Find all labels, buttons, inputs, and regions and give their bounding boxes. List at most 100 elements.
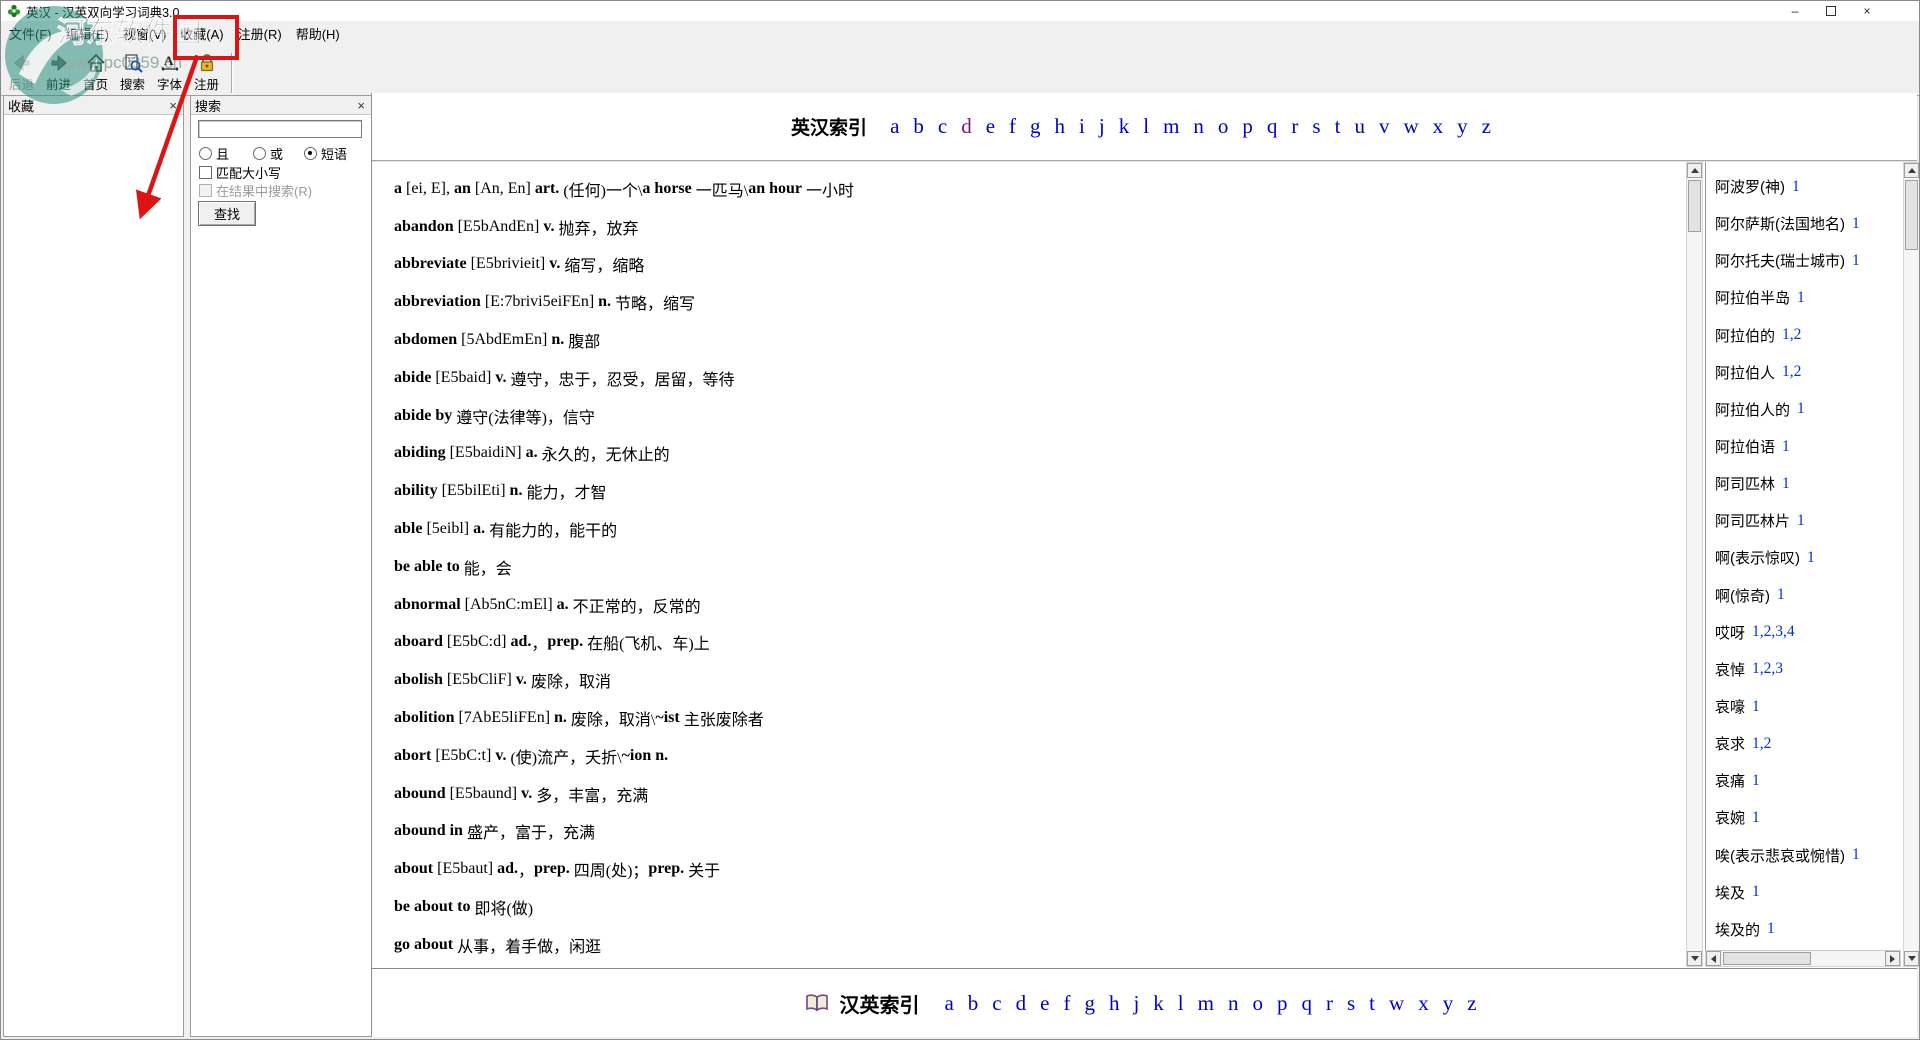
english-index-letter-z[interactable]: z <box>1481 114 1491 138</box>
word-ref-link[interactable]: 1 <box>1852 846 1860 864</box>
word-ref-link[interactable]: 1 <box>1797 511 1805 529</box>
entries-scrollbar-thumb[interactable] <box>1688 180 1701 232</box>
word-ref-link[interactable]: 1 <box>1752 697 1760 715</box>
word-ref-link[interactable]: 2 <box>1763 660 1772 678</box>
english-index-letter-p[interactable]: p <box>1242 114 1253 138</box>
chinese-index-letter-b[interactable]: b <box>967 990 979 1015</box>
word-ref-link[interactable]: 1 <box>1777 586 1785 604</box>
chinese-index-letter-s[interactable]: s <box>1346 990 1356 1015</box>
chinese-index-letter-k[interactable]: k <box>1153 990 1164 1015</box>
word-list-scroll-up-button[interactable] <box>1904 163 1919 178</box>
word-ref-link[interactable]: 2 <box>1763 623 1772 641</box>
word-ref-link[interactable]: 4 <box>1786 623 1795 641</box>
word-ref-link[interactable]: 1 <box>1782 474 1790 492</box>
entries-scrollbar[interactable] <box>1686 162 1703 967</box>
chinese-index-letter-p[interactable]: p <box>1276 990 1288 1015</box>
word-ref-link[interactable]: 1 <box>1752 660 1760 678</box>
word-list-scroll-down-button[interactable] <box>1904 951 1919 966</box>
english-index-letter-h[interactable]: h <box>1054 114 1066 138</box>
menu-item-file[interactable]: 文件(F) <box>9 26 52 42</box>
english-index-letter-q[interactable]: q <box>1266 114 1278 138</box>
english-index-letter-y[interactable]: y <box>1457 114 1468 138</box>
english-index-letter-d[interactable]: d <box>961 114 972 138</box>
english-index-letter-r[interactable]: r <box>1291 114 1299 138</box>
chinese-index-letter-j[interactable]: j <box>1133 990 1140 1015</box>
favorites-close-icon[interactable]: × <box>169 97 177 113</box>
english-index-letter-s[interactable]: s <box>1312 114 1321 138</box>
chinese-index-letter-e[interactable]: e <box>1040 990 1050 1015</box>
radio-and[interactable]: 且 <box>199 144 229 163</box>
chinese-index-letter-g[interactable]: g <box>1084 990 1095 1015</box>
english-index-letter-v[interactable]: v <box>1378 114 1390 138</box>
word-ref-link[interactable]: 1 <box>1807 548 1815 566</box>
english-index-letter-b[interactable]: b <box>913 114 924 138</box>
word-list-scrollbar-thumb[interactable] <box>1905 180 1918 250</box>
chinese-index-letter-r[interactable]: r <box>1325 990 1333 1015</box>
word-ref-link[interactable]: 1 <box>1752 623 1760 641</box>
toolbar-button-font[interactable]: A 字体 <box>151 50 188 93</box>
radio-or[interactable]: 或 <box>253 144 283 163</box>
word-ref-link[interactable]: 1 <box>1752 734 1760 752</box>
menu-item-help[interactable]: 帮助(H) <box>295 26 340 42</box>
word-ref-link[interactable]: 1 <box>1752 808 1760 826</box>
english-index-letter-a[interactable]: a <box>890 114 900 138</box>
find-button[interactable]: 查找 <box>198 201 256 226</box>
maximize-button[interactable] <box>1813 1 1849 21</box>
english-index-letter-m[interactable]: m <box>1163 114 1180 138</box>
english-index-letter-j[interactable]: j <box>1098 114 1105 138</box>
word-ref-link[interactable]: 1 <box>1752 883 1760 901</box>
word-ref-link[interactable]: 2 <box>1793 363 1802 381</box>
word-ref-link[interactable]: 2 <box>1793 326 1802 344</box>
menu-item-register[interactable]: 注册(R) <box>237 26 282 42</box>
word-ref-link[interactable]: 1 <box>1782 437 1790 455</box>
chinese-index-letter-q[interactable]: q <box>1301 990 1312 1015</box>
minimize-button[interactable]: – <box>1791 4 1799 18</box>
toolbar-button-register[interactable]: 注册 <box>188 50 225 93</box>
chinese-index-letter-t[interactable]: t <box>1369 990 1376 1015</box>
toolbar-button-back[interactable]: 后退 <box>3 50 40 93</box>
word-ref-link[interactable]: 1 <box>1852 251 1860 269</box>
chinese-index-letter-h[interactable]: h <box>1108 990 1120 1015</box>
chinese-index-letter-x[interactable]: x <box>1418 990 1429 1015</box>
search-input[interactable] <box>198 120 362 138</box>
english-index-letter-l[interactable]: l <box>1143 114 1150 138</box>
chinese-index-letter-o[interactable]: o <box>1252 990 1263 1015</box>
english-index-letter-c[interactable]: c <box>937 114 948 138</box>
chinese-index-letter-a[interactable]: a <box>944 990 954 1015</box>
entries-scroll-up-button[interactable] <box>1687 163 1702 178</box>
word-ref-link[interactable]: 1 <box>1852 214 1860 232</box>
checkbox-match-case[interactable]: 匹配大小写 <box>199 163 281 182</box>
english-index-letter-t[interactable]: t <box>1334 114 1341 138</box>
english-index-letter-o[interactable]: o <box>1217 114 1229 138</box>
word-list-scroll-left-button[interactable] <box>1706 951 1721 966</box>
word-list-hscrollbar[interactable] <box>1705 950 1901 967</box>
menu-item-view[interactable]: 视窗(V) <box>122 26 167 42</box>
word-ref-link[interactable]: 1 <box>1792 177 1800 195</box>
word-ref-link[interactable]: 1 <box>1797 400 1805 418</box>
word-ref-link[interactable]: 1 <box>1752 771 1760 789</box>
word-ref-link[interactable]: 3 <box>1775 623 1784 641</box>
word-ref-link[interactable]: 1 <box>1797 288 1805 306</box>
word-ref-link[interactable]: 1 <box>1782 326 1790 344</box>
toolbar-button-forward[interactable]: 前进 <box>40 50 77 93</box>
word-ref-link[interactable]: 3 <box>1775 660 1784 678</box>
word-list-scrollbar[interactable] <box>1903 162 1919 967</box>
chinese-index-letter-n[interactable]: n <box>1227 990 1239 1015</box>
english-index-letter-u[interactable]: u <box>1354 114 1365 138</box>
toolbar-button-search[interactable]: 搜索 <box>114 50 151 93</box>
english-index-letter-g[interactable]: g <box>1030 114 1041 138</box>
chinese-index-letter-y[interactable]: y <box>1442 990 1454 1015</box>
menu-item-edit[interactable]: 编辑(E) <box>65 26 109 42</box>
english-index-letter-k[interactable]: k <box>1118 114 1130 138</box>
word-ref-link[interactable]: 2 <box>1763 734 1772 752</box>
chinese-index-letter-c[interactable]: c <box>992 990 1002 1015</box>
english-index-letter-i[interactable]: i <box>1079 114 1085 138</box>
english-index-letter-w[interactable]: w <box>1403 114 1419 138</box>
search-close-icon[interactable]: × <box>357 97 365 113</box>
chinese-index-letter-d[interactable]: d <box>1015 990 1027 1015</box>
word-list-hscrollbar-thumb[interactable] <box>1723 952 1811 965</box>
chinese-index-letter-f[interactable]: f <box>1063 990 1071 1015</box>
chinese-index-letter-l[interactable]: l <box>1177 990 1184 1015</box>
english-index-letter-n[interactable]: n <box>1193 114 1204 138</box>
toolbar-button-home[interactable]: 首页 <box>77 50 114 93</box>
